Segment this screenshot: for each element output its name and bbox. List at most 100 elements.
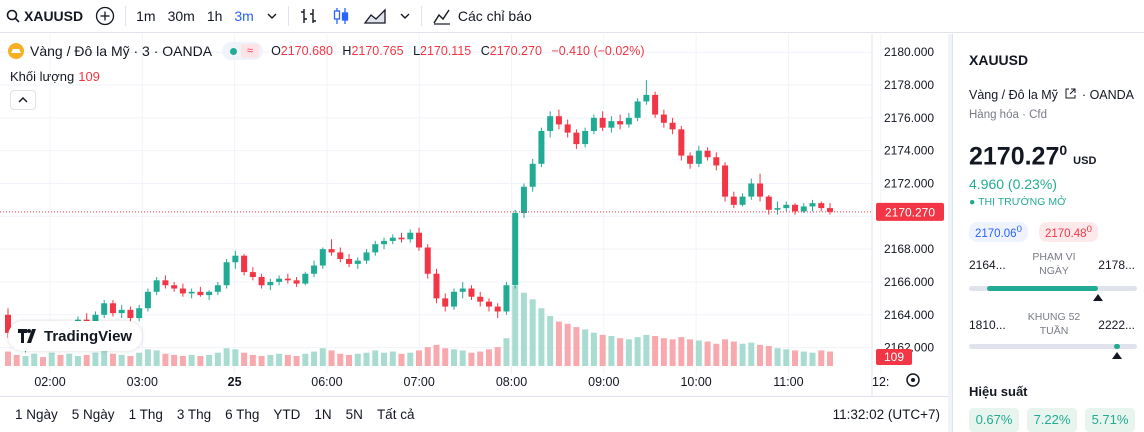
chart-type-candles[interactable] — [325, 0, 357, 33]
last-volume-tag — [876, 349, 912, 365]
candle-body — [101, 303, 108, 315]
candle-body — [118, 309, 125, 314]
timeframe-3m[interactable]: 3m — [234, 8, 254, 24]
candle-body — [555, 116, 562, 125]
market-status-badge[interactable]: ≈ — [222, 42, 264, 60]
candle-body — [407, 232, 414, 240]
panel-divider[interactable] — [948, 34, 952, 432]
day-range-low: 2164... — [969, 258, 1006, 272]
x-tick-label: 08:00 — [496, 375, 527, 389]
range-5y[interactable]: 5N — [345, 407, 363, 422]
candle-body — [669, 122, 676, 130]
range-5d[interactable]: 5 Ngày — [71, 407, 115, 422]
candle-body — [827, 208, 833, 212]
range-ytd[interactable]: YTD — [273, 407, 301, 422]
candle-body — [109, 303, 116, 314]
candle-body — [599, 117, 606, 128]
candle-body — [730, 196, 737, 205]
volume-bar — [171, 354, 178, 366]
volume-bar — [634, 337, 641, 366]
perf-box-1[interactable]: 0.67% — [969, 408, 1019, 432]
side-price: 2170.270 USD — [969, 142, 1096, 171]
high-value: 2170.765 — [351, 44, 404, 58]
symbol-label: XAUUSD — [24, 8, 84, 24]
volume-bar — [459, 350, 466, 366]
compare-button[interactable] — [89, 0, 121, 33]
tradingview-logo[interactable]: TradingView — [8, 321, 143, 351]
volume-bar — [442, 348, 449, 366]
volume-label: Khối lượng — [10, 69, 75, 84]
x-tick-label: 12: — [872, 375, 889, 389]
volume-bar — [590, 332, 597, 366]
gear-icon-center — [911, 378, 915, 382]
side-symbol[interactable]: XAUUSD — [969, 52, 1029, 68]
candle-body — [136, 308, 143, 319]
perf-box-2[interactable]: 7.22% — [1027, 408, 1077, 432]
candle-body — [179, 288, 186, 294]
candle-body — [258, 277, 265, 286]
candle-body — [433, 273, 440, 299]
candle-body — [800, 206, 807, 212]
candle-body — [739, 196, 746, 205]
collapse-legend-button[interactable] — [10, 90, 36, 110]
candle-body — [293, 280, 300, 284]
price-chart[interactable]: 2180.000 2178.000 2176.000 2174.000 2172.000… — [0, 34, 948, 396]
candle-body — [704, 150, 711, 158]
volume-bar — [660, 338, 667, 366]
candle-body — [564, 124, 571, 133]
volume-bar — [346, 354, 353, 366]
volume-bar — [416, 350, 422, 366]
candle-body — [328, 249, 335, 253]
volume-bar — [319, 348, 326, 366]
candle-body — [144, 291, 151, 309]
candle-body — [608, 121, 615, 128]
range-1y[interactable]: 1N — [314, 407, 332, 422]
range-3m[interactable]: 3 Thg — [176, 407, 212, 422]
y-tick-label: 2180.000 — [884, 45, 934, 59]
tv-logo-icon — [18, 329, 36, 343]
range-1m[interactable]: 1 Thg — [128, 407, 163, 422]
chevron-down-icon[interactable] — [264, 8, 280, 24]
symbol-search[interactable]: XAUUSD — [0, 0, 89, 33]
volume-bar — [144, 349, 151, 366]
chart-area[interactable]: 2180.000 2178.000 2176.000 2174.000 2172.000… — [0, 34, 948, 396]
volume-bar — [101, 350, 108, 366]
range-all[interactable]: Tất cả — [376, 407, 415, 422]
high-label: H — [342, 44, 352, 58]
volume-bar — [92, 352, 99, 366]
timeframe-1h[interactable]: 1h — [206, 8, 223, 24]
chart-type-area[interactable] — [357, 0, 393, 33]
volume-bar — [827, 351, 833, 366]
volume-bar — [188, 354, 195, 366]
timeframe-1m[interactable]: 1m — [136, 8, 156, 24]
chevron-down-icon[interactable] — [397, 8, 413, 24]
range-1d[interactable]: 1 Ngày — [15, 407, 58, 422]
candle-body — [424, 247, 431, 274]
candle-body — [678, 129, 685, 156]
candle-body — [748, 183, 755, 197]
volume-bar — [713, 343, 720, 366]
ask-sup: 0 — [1086, 224, 1092, 235]
candle-body — [695, 150, 702, 164]
candle-body — [774, 208, 781, 210]
volume-bar — [179, 356, 186, 366]
side-name[interactable]: Vàng / Đô la Mỹ · OANDA — [969, 88, 1134, 102]
candle-body — [381, 240, 388, 245]
x-tick-label: 02:00 — [34, 375, 65, 389]
x-tick-label: 10:00 — [680, 375, 711, 389]
range-6m[interactable]: 6 Thg — [225, 407, 260, 422]
volume-bar — [774, 348, 781, 366]
candle-body — [485, 301, 492, 307]
perf-box-3[interactable]: 5.71% — [1085, 408, 1135, 432]
last-price-label: 2170.270 — [885, 205, 935, 219]
chart-type-bars[interactable] — [293, 0, 325, 33]
candle-body — [249, 272, 256, 278]
year-range-marker — [1111, 352, 1122, 359]
volume-bar — [617, 338, 624, 366]
symbol-details-panel: XAUUSD Vàng / Đô la Mỹ · OANDA Hàng hóa … — [952, 34, 1144, 432]
indicators-button[interactable]: Các chỉ báo — [426, 0, 538, 33]
clock[interactable]: 11:32:02 (UTC+7) — [832, 407, 940, 422]
candle-body — [617, 121, 624, 125]
volume-bar — [529, 299, 536, 366]
timeframe-30m[interactable]: 30m — [167, 8, 195, 24]
